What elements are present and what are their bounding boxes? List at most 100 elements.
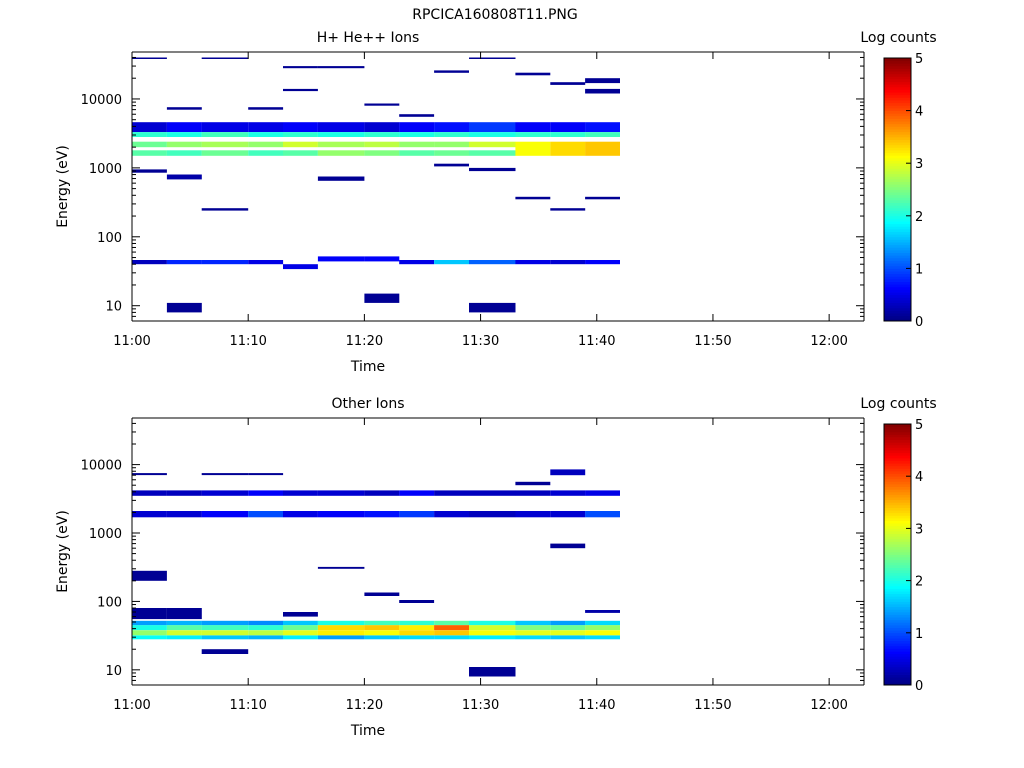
panel1-cell-81 [550, 208, 586, 211]
panel2-colorbar-segment-86 [884, 457, 911, 461]
panel1-colorbar-segment-33 [884, 231, 911, 235]
panel2-cell-53 [399, 511, 435, 518]
panel2-colorbar-segment-66 [884, 510, 911, 514]
panel1-colorbar-tick-label-5: 5 [915, 52, 923, 67]
panel1-cell-48 [364, 293, 400, 303]
panel1-colorbar-segment-37 [884, 221, 911, 225]
panel1-colorbar-segment-22 [884, 260, 911, 264]
panel1-cell-4 [132, 260, 167, 265]
panel1-colorbar-segment-96 [884, 65, 911, 69]
panel1-cell-51 [399, 141, 435, 148]
panel2-colorbar-segment-48 [884, 557, 911, 561]
panel2-colorbar-segment-98 [884, 426, 911, 430]
panel2-colorbar-segment-43 [884, 570, 911, 574]
panel2-colorbar-segment-47 [884, 559, 911, 563]
panel1-colorbar-segment-34 [884, 228, 911, 232]
panel2-colorbar-segment-17 [884, 638, 911, 642]
panel1-colorbar-segment-67 [884, 142, 911, 146]
panel1-colorbar-segment-7 [884, 299, 911, 303]
panel2-cell-64 [434, 620, 469, 626]
panel2-colorbar-segment-80 [884, 473, 911, 477]
panel1-colorbar-segment-25 [884, 252, 911, 256]
panel1-colorbar-segment-40 [884, 213, 911, 217]
panel1-colorbar-segment-17 [884, 273, 911, 277]
panel1-cell-62 [469, 122, 516, 133]
panel2-colorbar-segment-53 [884, 544, 911, 548]
panel2-cell-14 [166, 620, 202, 626]
panel2-cell-22 [201, 649, 249, 654]
panel1-cell-53 [399, 260, 435, 265]
panel2-colorbar-segment-83 [884, 465, 911, 469]
panel2-cell-77 [515, 620, 551, 626]
panel2-cell-82 [550, 630, 586, 636]
panel2-cell-72 [515, 490, 551, 496]
panel1-colorbar-segment-19 [884, 268, 911, 272]
panel2-cell-80 [550, 511, 586, 518]
panel2-colorbar-segment-69 [884, 502, 911, 506]
panel1-colorbar-segment-53 [884, 178, 911, 183]
panel2-cell-58 [399, 600, 435, 603]
panel2-colorbar-segment-34 [884, 593, 911, 597]
panel2-colorbar-segment-99 [884, 424, 911, 428]
panel1-cell-61 [434, 163, 469, 167]
panel1-colorbar-segment-3 [884, 310, 911, 314]
panel1-colorbar-segment-29 [884, 242, 911, 246]
panel1-cell-72 [515, 141, 551, 156]
panel1-colorbar-segment-64 [884, 150, 911, 154]
panel2-colorbar-segment-67 [884, 507, 911, 511]
panel1-cell-86 [585, 78, 620, 84]
panel1-y-axis-label: Energy (eV) [55, 145, 71, 228]
panel2-cell-62 [434, 630, 469, 636]
panel2-colorbar-segment-60 [884, 525, 911, 529]
panel1-colorbar-segment-83 [884, 100, 911, 104]
panel2-colorbar-segment-76 [884, 484, 911, 488]
panel1-colorbar-tick-label-1: 1 [915, 262, 923, 277]
panel1-colorbar-segment-68 [884, 139, 911, 143]
panel1-colorbar-segment-41 [884, 210, 911, 214]
panel1-cell-8 [166, 132, 202, 137]
panel1-cell-79 [550, 260, 586, 265]
panel1-y-tick-label-1: 100 [97, 231, 122, 246]
panel2-colorbar-segment-90 [884, 447, 911, 451]
panel1-cell-33 [283, 66, 318, 69]
panel1-cell-44 [364, 141, 400, 148]
panel2-cell-50 [364, 620, 400, 626]
panel2-cell-1 [132, 511, 167, 518]
panel1-colorbar-segment-79 [884, 110, 911, 114]
panel2-x-tick-label-2: 11:20 [346, 698, 383, 713]
panel2-colorbar-segment-41 [884, 575, 911, 579]
panel2-colorbar-segment-93 [884, 439, 911, 443]
panel2-colorbar-tick-label-0: 0 [915, 679, 923, 694]
panel2-cell-84 [550, 620, 586, 626]
panel2-colorbar-segment-65 [884, 512, 911, 516]
panel2-cell-71 [469, 667, 516, 677]
panel1-cell-16 [201, 132, 249, 137]
panel2-colorbar-segment-73 [884, 491, 911, 495]
panel2-colorbar-segment-16 [884, 640, 911, 644]
panel2-cell-5 [132, 620, 167, 626]
panel1-colorbar-segment-24 [884, 255, 911, 259]
panel1-colorbar-segment-5 [884, 305, 911, 309]
panel2-cell-8 [132, 570, 167, 581]
panel2-cell-12 [166, 630, 202, 636]
panel2-cell-25 [248, 511, 284, 518]
panel2-cell-79 [550, 490, 586, 496]
panel1-cell-74 [515, 72, 551, 76]
panel2-colorbar-segment-5 [884, 669, 911, 673]
panel1-cell-1 [132, 132, 167, 137]
panel1-colorbar-segment-28 [884, 244, 911, 248]
panel2-colorbar-segment-74 [884, 489, 911, 493]
panel2-cell-52 [399, 490, 435, 496]
panel2-cell-78 [515, 481, 551, 486]
panel1-cell-54 [399, 114, 435, 117]
panel2-cell-30 [248, 473, 284, 476]
panel2-cell-70 [469, 620, 516, 626]
panel1-cell-7 [166, 122, 202, 133]
panel1-colorbar-segment-35 [884, 226, 911, 230]
panel2-cell-28 [248, 625, 284, 631]
panel1-colorbar-segment-57 [884, 168, 911, 172]
panel2-colorbar-segment-72 [884, 494, 911, 498]
panel2-cell-32 [283, 511, 318, 518]
panel2-colorbar-segment-21 [884, 627, 911, 631]
